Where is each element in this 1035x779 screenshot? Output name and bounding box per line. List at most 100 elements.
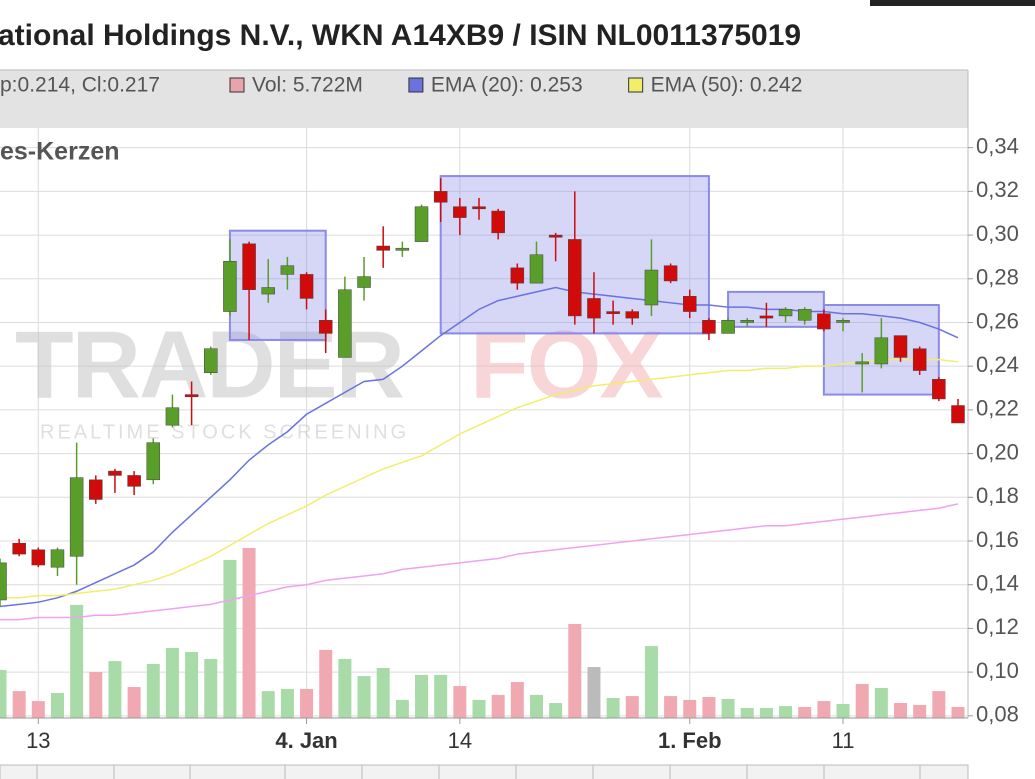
x-tick-label: 1. Feb: [658, 728, 722, 753]
candle-body: [69, 477, 84, 557]
y-tick-label: 0,14: [976, 571, 1019, 596]
chart-title: ational Holdings N.V., WKN A14XB9 / ISIN…: [0, 19, 801, 52]
volume-bar: [0, 669, 7, 718]
legend-label: Vol: 5.722M: [252, 74, 363, 97]
candle-body: [414, 206, 429, 242]
volume-bar: [108, 661, 122, 718]
volume-bar: [721, 698, 735, 718]
x-tick-label: 11: [832, 728, 855, 753]
volume-bar: [146, 663, 160, 718]
legend-label: EMA (50): 0.242: [651, 74, 803, 97]
y-tick-label: 0,32: [976, 177, 1019, 202]
volume-bar: [357, 676, 371, 718]
candle-body: [817, 313, 831, 330]
ema-line: [0, 503, 959, 621]
x-tick-label: 13: [26, 728, 50, 753]
volume-bar: [204, 658, 218, 718]
candle-body: [0, 562, 7, 601]
candle-body: [127, 475, 141, 487]
candle-body: [836, 320, 850, 323]
candle-body: [165, 407, 180, 426]
candle-body: [242, 243, 256, 290]
y-tick-label: 0,10: [976, 658, 1019, 683]
volume-bar: [453, 686, 467, 718]
navigator-ticks: [36, 765, 921, 779]
volume-bar: [510, 682, 524, 718]
candle-body: [529, 254, 544, 284]
legend-swatch: [229, 77, 245, 93]
volume-bar: [127, 687, 141, 718]
y-tick-label: 0,22: [976, 396, 1019, 421]
volume-bar: [779, 706, 793, 718]
candle-body: [146, 442, 161, 481]
y-tick-label: 0,30: [976, 221, 1019, 246]
candle-body: [951, 405, 965, 424]
candle-body: [338, 289, 352, 358]
candle-body: [472, 206, 486, 210]
y-tick-label: 0,28: [976, 265, 1019, 290]
candle-body: [606, 311, 620, 314]
volume-bar: [434, 674, 448, 718]
candle-body: [184, 394, 199, 398]
candle-body: [318, 320, 333, 334]
candle-body: [453, 206, 467, 218]
volume-bar: [913, 704, 927, 718]
volume-bar: [855, 683, 869, 718]
candle-body: [376, 245, 390, 251]
volume-bar: [165, 648, 179, 718]
volume-bar: [242, 548, 256, 718]
volume-bar: [587, 667, 601, 718]
watermark-text: FOX: [470, 311, 663, 418]
volume-bar: [836, 703, 850, 718]
volume-bar: [549, 703, 563, 718]
candle-body: [357, 276, 371, 288]
candle-body: [644, 269, 659, 306]
volume-bar: [261, 691, 275, 718]
volume-bar: [798, 707, 812, 718]
volume-bar: [625, 696, 639, 718]
candle-body: [261, 287, 275, 295]
volume-bar: [12, 691, 26, 718]
y-tick-label: 0,26: [976, 308, 1019, 333]
volume-bar: [319, 649, 333, 718]
volume-bar: [932, 691, 946, 718]
candle-body: [932, 379, 946, 400]
volume-bar: [874, 688, 888, 718]
candle-body: [31, 549, 46, 566]
candle-body: [721, 320, 735, 334]
volume-bar: [568, 623, 582, 718]
price-legend: p:0.214, Cl:0.217: [0, 74, 160, 97]
candle-body: [587, 298, 601, 319]
volume-bar: [740, 708, 754, 718]
candle-body: [510, 267, 525, 284]
y-tick-label: 0,12: [976, 614, 1019, 639]
volume-bar: [280, 688, 294, 718]
candle-body: [12, 542, 26, 555]
candle-body: [433, 191, 448, 203]
candle-body: [568, 239, 582, 317]
volume-bar: [376, 668, 390, 718]
candle-body: [702, 320, 716, 334]
y-tick-label: 0,20: [976, 439, 1019, 464]
volume-bar: [644, 646, 658, 718]
volume-bar: [606, 698, 620, 718]
candle-body: [395, 247, 410, 251]
top-bar: [870, 0, 1035, 6]
candle-body: [912, 348, 927, 371]
candle-body: [663, 265, 678, 282]
volume-bar: [472, 699, 486, 718]
volume-bar: [702, 697, 716, 718]
legend-swatch: [628, 77, 644, 93]
candle-body: [855, 361, 869, 365]
volume-bar: [70, 604, 84, 718]
volume-bar: [300, 688, 314, 718]
candle-body: [759, 315, 774, 319]
candle-body: [223, 261, 237, 312]
volume-bar: [223, 559, 237, 718]
candle-body: [874, 337, 889, 365]
navigator: [0, 764, 969, 779]
candle-body: [548, 234, 563, 238]
ema-line: [0, 358, 959, 599]
